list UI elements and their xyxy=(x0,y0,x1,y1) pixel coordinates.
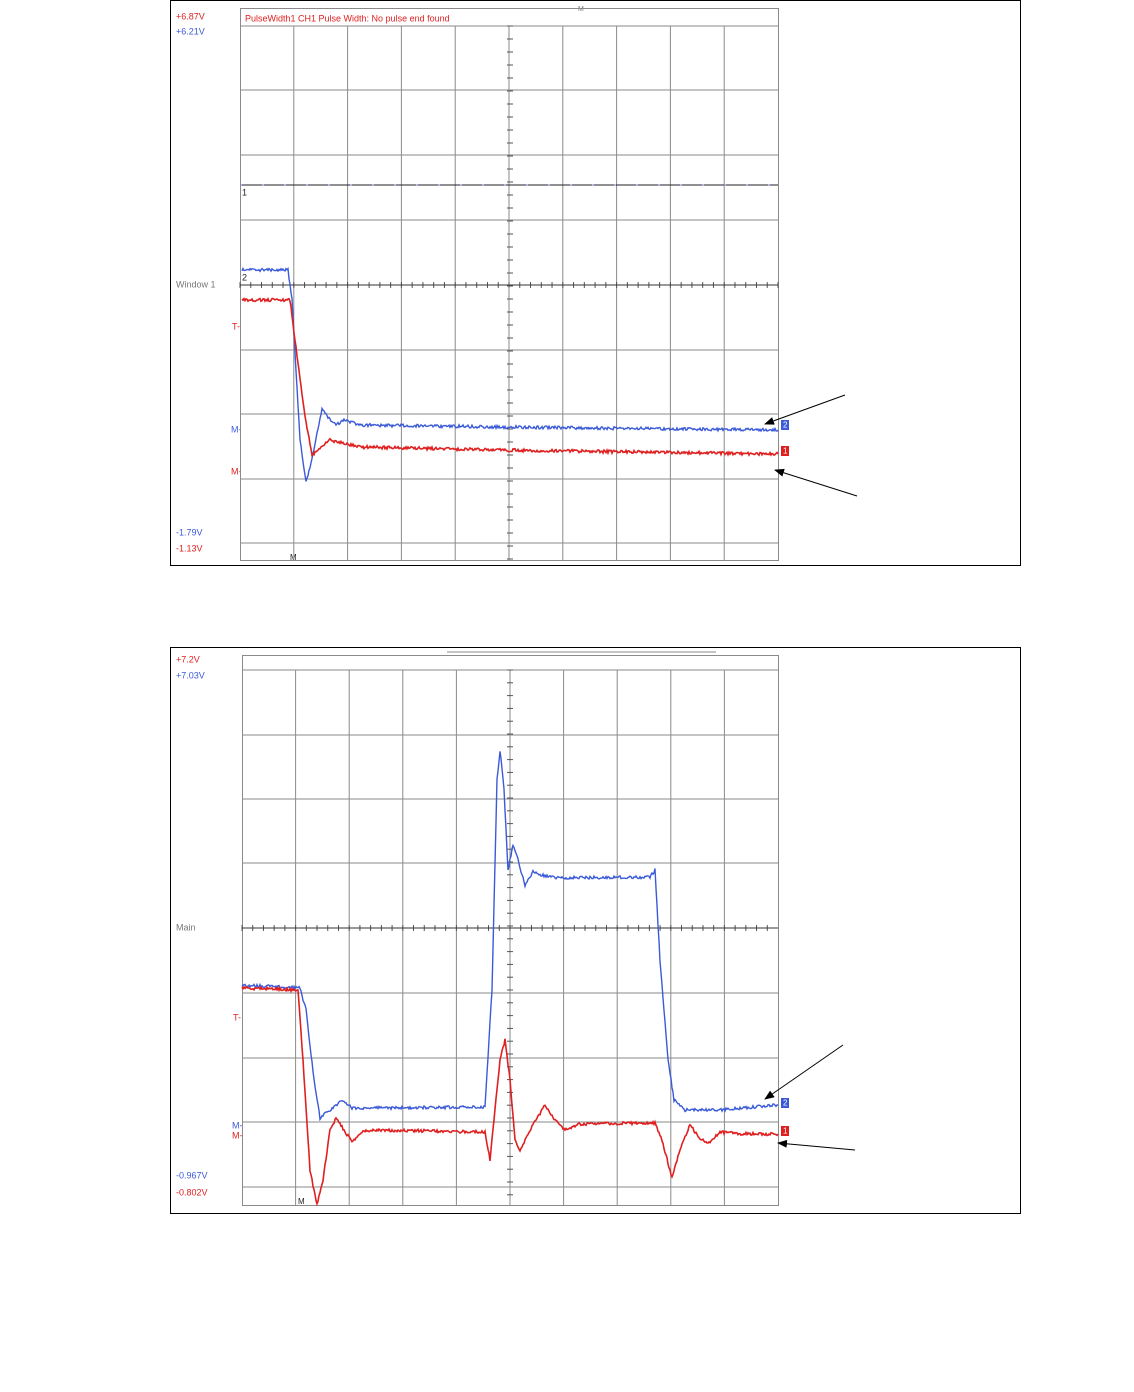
channel-marker: 2 xyxy=(242,272,247,282)
trigger-marker: T- xyxy=(232,321,240,331)
document: +6.87V +6.21V Window 1 -1.79V -1.13V Pul… xyxy=(0,0,1134,1392)
channel-tag: 2 xyxy=(783,1099,788,1108)
scale-label: -0.967V xyxy=(176,1170,208,1180)
scale-label: +7.2V xyxy=(176,654,200,664)
time-marker: M xyxy=(578,6,584,13)
arrow xyxy=(775,470,857,496)
scale-label: +6.21V xyxy=(176,26,205,36)
arrow xyxy=(778,1143,855,1150)
scope-panel: +7.2V +7.03V Main -0.967V -0.802V T- M- … xyxy=(171,648,1021,1214)
channel-tag: 2 xyxy=(783,421,788,430)
ch2-trace xyxy=(242,269,778,482)
m-marker: M- xyxy=(232,1120,243,1130)
scale-label: +6.87V xyxy=(176,11,205,21)
scope-panel: +6.87V +6.21V Window 1 -1.79V -1.13V Pul… xyxy=(171,1,1021,566)
time-marker: M xyxy=(298,1197,305,1206)
arrow xyxy=(765,395,845,424)
m-marker: M- xyxy=(232,1130,243,1140)
scale-label: -0.802V xyxy=(176,1187,208,1197)
scale-label: -1.13V xyxy=(176,543,203,553)
m-marker: M- xyxy=(231,466,242,476)
measurement: PulseWidth1 CH1 Pulse Width: No pulse en… xyxy=(245,13,450,23)
scale-label: -1.79V xyxy=(176,527,203,537)
window-label: Window 1 xyxy=(176,279,216,289)
m-marker: M- xyxy=(231,424,242,434)
channel-tag: 1 xyxy=(783,447,788,456)
window-label: Main xyxy=(176,922,196,932)
arrow xyxy=(765,1045,843,1099)
channel-marker: 1 xyxy=(242,187,247,197)
channel-tag: 1 xyxy=(783,1127,788,1136)
scale-label: +7.03V xyxy=(176,670,205,680)
trigger-marker: T- xyxy=(233,1012,241,1022)
